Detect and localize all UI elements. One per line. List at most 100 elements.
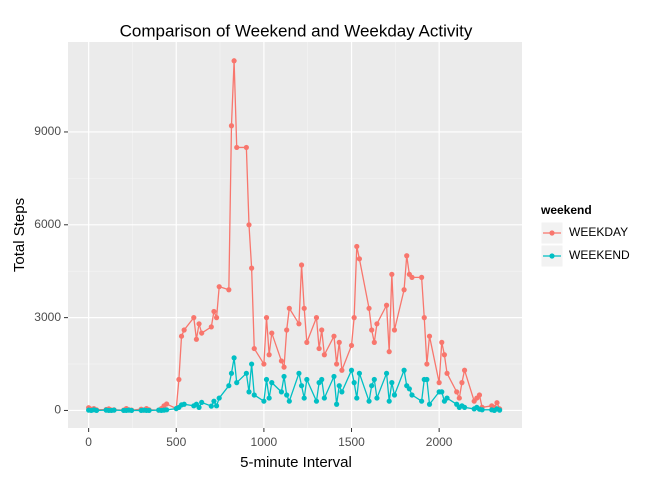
data-point: [278, 389, 285, 395]
data-point: [339, 367, 345, 373]
plot-panel: [68, 42, 522, 428]
data-point: [334, 361, 340, 367]
data-point: [369, 383, 375, 389]
data-point: [263, 376, 270, 383]
data-point: [366, 305, 372, 311]
data-point: [339, 389, 345, 395]
y-tick-label: 0: [54, 403, 61, 417]
data-point: [301, 395, 307, 401]
y-tick-label: 6000: [34, 217, 61, 231]
data-point: [336, 383, 342, 389]
data-point: [196, 321, 202, 327]
data-point: [286, 305, 292, 311]
data-point: [269, 330, 275, 336]
data-point: [313, 315, 320, 321]
data-point: [304, 339, 310, 345]
y-tick-label: 3000: [34, 310, 61, 324]
data-point: [461, 404, 468, 410]
data-point: [296, 370, 302, 376]
data-point: [401, 367, 407, 373]
data-point: [409, 274, 415, 280]
y-tick-label: 9000: [34, 124, 61, 138]
data-point: [439, 389, 445, 395]
data-point: [208, 403, 214, 409]
data-point: [178, 333, 185, 339]
data-point: [444, 370, 450, 376]
data-point: [319, 327, 325, 333]
data-point: [213, 403, 220, 409]
data-point: [251, 345, 257, 352]
data-point: [246, 222, 252, 228]
data-point: [181, 327, 187, 333]
data-point: [243, 144, 249, 151]
data-point: [389, 380, 395, 386]
data-point: [319, 376, 325, 383]
data-point: [234, 144, 240, 151]
data-point: [409, 392, 415, 398]
data-point: [284, 327, 290, 333]
data-point: [298, 262, 305, 268]
data-point: [211, 398, 217, 404]
data-point: [494, 400, 500, 406]
data-point: [321, 352, 327, 358]
data-point: [366, 398, 372, 404]
legend-label: WEEKDAY: [569, 225, 628, 239]
data-point: [278, 358, 285, 364]
data-point: [383, 370, 390, 376]
data-point: [419, 274, 425, 280]
data-point: [476, 392, 483, 398]
data-point: [401, 287, 407, 293]
data-point: [164, 407, 170, 413]
data-point: [211, 308, 217, 315]
data-point: [261, 361, 267, 367]
data-point: [281, 364, 287, 370]
data-point: [296, 321, 302, 327]
data-point: [419, 398, 425, 404]
data-point: [128, 407, 135, 414]
data-point: [234, 380, 240, 386]
data-point: [93, 407, 100, 414]
data-point: [266, 395, 272, 401]
data-point: [249, 361, 255, 367]
data-point: [226, 383, 232, 389]
data-point: [436, 380, 442, 386]
data-point: [456, 395, 462, 401]
data-point: [406, 386, 412, 392]
data-point: [266, 352, 272, 358]
data-point: [281, 373, 287, 380]
data-point: [404, 253, 410, 259]
x-tick-label: 1500: [338, 435, 365, 449]
data-point: [164, 401, 170, 407]
data-point: [439, 339, 445, 345]
data-point: [231, 58, 237, 64]
y-axis-label: Total Steps: [11, 198, 28, 272]
data-point: [334, 401, 340, 407]
data-point: [426, 333, 433, 339]
data-point: [479, 407, 485, 413]
data-point: [369, 327, 375, 333]
data-point: [348, 342, 355, 349]
data-point: [176, 376, 182, 383]
data-point: [193, 336, 200, 342]
data-point: [263, 315, 270, 321]
data-point: [146, 407, 152, 414]
data-point: [424, 361, 430, 367]
data-point: [336, 339, 342, 345]
data-point: [391, 392, 398, 398]
data-point: [316, 345, 322, 352]
data-point: [386, 349, 392, 355]
data-point: [313, 398, 320, 404]
data-point: [216, 395, 222, 401]
data-point: [426, 401, 433, 407]
chart-title: Comparison of Weekend and Weekday Activi…: [120, 21, 473, 40]
data-point: [298, 383, 305, 389]
data-point: [228, 370, 235, 376]
legend-title: weekend: [540, 203, 592, 217]
data-point: [251, 392, 257, 398]
data-point: [444, 395, 450, 401]
data-point: [199, 330, 205, 336]
data-point: [284, 392, 290, 398]
data-point: [389, 271, 395, 277]
data-point: [181, 401, 187, 407]
